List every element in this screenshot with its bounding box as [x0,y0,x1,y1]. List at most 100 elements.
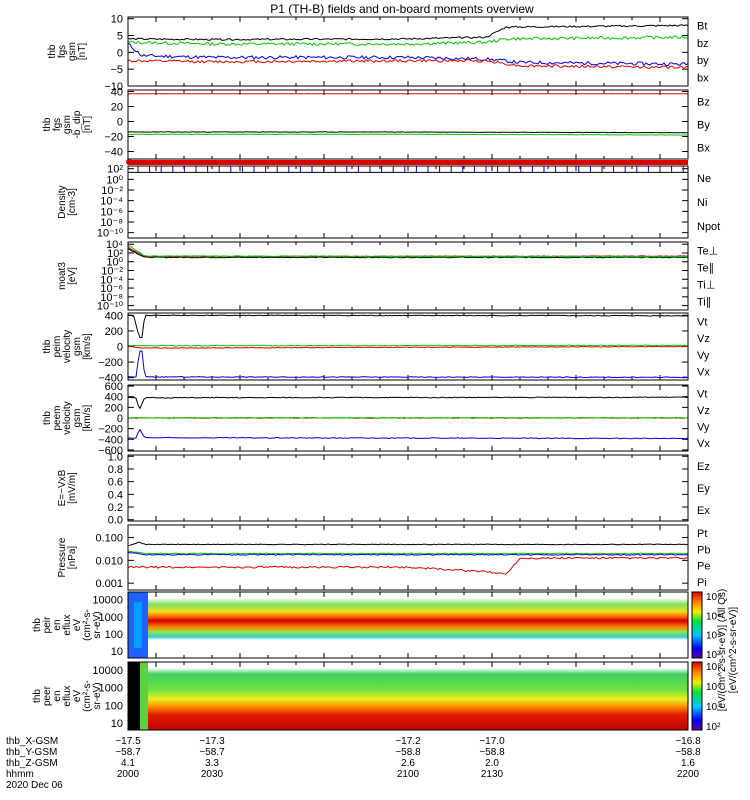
panel-5-ylabel-1: thb [42,339,53,353]
panel-3-ylabel-2: [cm-3] [67,188,78,216]
panel-5: thb peim velocity gsm [km/s] 400 200 0 −200 −400 V… [42,310,710,384]
panel-4-tick-label: 10⁰ [106,257,123,269]
colorbar-2 [691,661,703,731]
panel-2-legend-bz: Bz [697,97,710,109]
panel-10-tick-label: 1000 [99,683,123,695]
panel-1-ylabel-2: fgs [57,45,68,58]
panel-5-tick-label: −400 [98,373,123,385]
panel-1-tick-label: 0 [117,47,123,59]
panel-9-tick-label: 10000 [92,595,123,607]
panel-4-ylabel-2: [eV] [67,267,78,285]
vt-line [127,314,689,339]
electron-spectrogram-gap [128,662,140,730]
panel-1-tick-label: −5 [110,64,123,76]
panel-7-legend-ey: Ey [697,483,710,495]
panel-6-ylabel-5: [km/s] [82,404,93,431]
panel-2: thb fgs gsm -b_dip [nT] 40 20 0 −20 −40 Bz By Bx [42,87,710,160]
panel-6-tick-label: −400 [98,434,123,446]
xaxis-row-name: thb_Z-GSM [6,758,58,769]
panel-6-tick-label: 400 [105,392,123,404]
panel-5-tick-label: 0 [117,342,123,354]
xaxis-value: −58.8 [479,747,505,758]
panel-5-tick-label: 400 [105,310,123,322]
electron-spectrogram [148,668,688,730]
xaxis-value: −58.7 [115,747,141,758]
panel-3-tick-label: 10⁻⁸ [100,217,123,229]
te-perp-line [127,246,689,258]
panel-7-ylabel-2: [mV/m] [67,472,78,504]
panel-2-legend-bx: Bx [697,143,710,155]
panel-3: Density [cm-3] 10²10⁰10⁻²10⁻⁴10⁻⁶10⁻⁸10⁻¹⁰… [57,159,720,240]
panel-10-frame [127,661,689,731]
panel-6-ylabel-2: peem [52,405,63,430]
electron-spectrogram-start [140,662,148,730]
panel-1-tick-label: 10 [111,14,123,26]
xaxis-value: 3.3 [205,758,219,769]
panel-4-frame [127,241,689,311]
panel-3-tick-label: 10⁻⁶ [100,206,123,218]
panel-1-tick-label: −10 [104,81,123,93]
panel-1-ylabel-4: [nT] [77,43,88,60]
panel-6-tick-label: 600 [105,381,123,393]
panel-5-legend-vy: Vy [697,350,710,362]
panel-3-tick-label: 10⁻⁴ [100,196,123,208]
panel-10-ylabel-6: (cm²-s- [82,680,93,712]
xaxis-row-name: thb_X-GSM [6,736,58,747]
panel-6-legend-vy: Vy [697,421,710,433]
panel-4-legend-ti⊥: Ti⊥ [697,280,715,292]
panel-6-tick-label: −200 [98,424,123,436]
xaxis-value: 2000 [117,769,140,780]
panel-10-ylabel-1: thb [32,689,43,703]
panel-2-tick-label: −20 [104,132,123,144]
figure-title: P1 (TH-B) fields and on-board moments ov… [270,2,534,16]
panel-8-tick-label: 0.001 [95,578,123,590]
panel-9-ylabel-4: eflux [62,614,73,635]
xaxis-value: 2.0 [485,758,499,769]
xaxis-value: −16.8 [675,736,701,747]
panel-3-legend-ne: Ne [697,173,711,185]
panel-8-ylabel-2: [nPa] [67,546,78,570]
panel-2-ylabel-3: gsm [62,115,73,134]
panel-10-ylabel-7: sr-eV) [92,682,103,709]
xaxis-value: 2100 [397,769,420,780]
panel-3-tick-label: 10⁻² [101,185,123,197]
xaxis-value: 4.1 [121,758,135,769]
colorbars: 10⁸10⁶10⁴10²10⁸10⁶10⁴10²[eV/(cm^2-s-sr-e… [691,589,739,733]
panel-5-frame [127,312,689,381]
panel-8: Pressure [nPa] 0.100 0.010 0.001 Pt Pb Pe Pi [57,524,710,591]
panel-4-ylabel-1: moat3 [57,262,68,290]
panel-2-ylabel-2: fgs [52,118,63,131]
panel-6-frame [127,384,689,452]
xaxis-value: −58.8 [395,747,421,758]
panel-6: thb peem velocity gsm [km/s] 6004002000−200−4… [42,381,710,457]
panel-1-legend-bt: Bt [697,21,707,33]
pe-line [127,550,689,555]
panel-4-legend-te∥: Te∥ [697,263,714,275]
xaxis-value: 2030 [201,769,224,780]
panel-10-tick-label: 10 [111,718,123,730]
panel-4-tick-label: 10⁻⁶ [100,283,123,295]
xaxis-value: 2.6 [401,758,415,769]
panel-1-legend-bx: bx [697,72,709,84]
xaxis-row-name: thb_Y-GSM [6,747,57,758]
panel-3-ylabel-1: Density [57,185,68,218]
panel-9-ylabel-3: en [52,619,63,630]
panel-3-legend-ni: Ni [697,197,707,209]
panel-7-tick-label: 0.2 [108,502,123,514]
panel-9-ylabel-1: thb [32,618,43,632]
panel-2-legend-by: By [697,120,710,132]
pt-line [127,541,689,547]
panel-7: E=−VxB [mV/m] 1.00.80.60.40.20.0 Ez Ey Ex [57,451,710,526]
xaxis-row-name: hhmm [6,769,34,780]
panel-6-ylabel-1: thb [42,411,53,425]
bx-line [127,131,689,134]
panel-8-legend-pb: Pb [697,544,710,556]
xaxis-date: 2020 Dec 06 [6,780,63,791]
colorbar-2-tick: 10⁶ [706,682,721,693]
panel-3-tick-label: 10⁻¹⁰ [97,228,124,240]
panel-2-ylabel-5: [nT] [82,116,93,133]
